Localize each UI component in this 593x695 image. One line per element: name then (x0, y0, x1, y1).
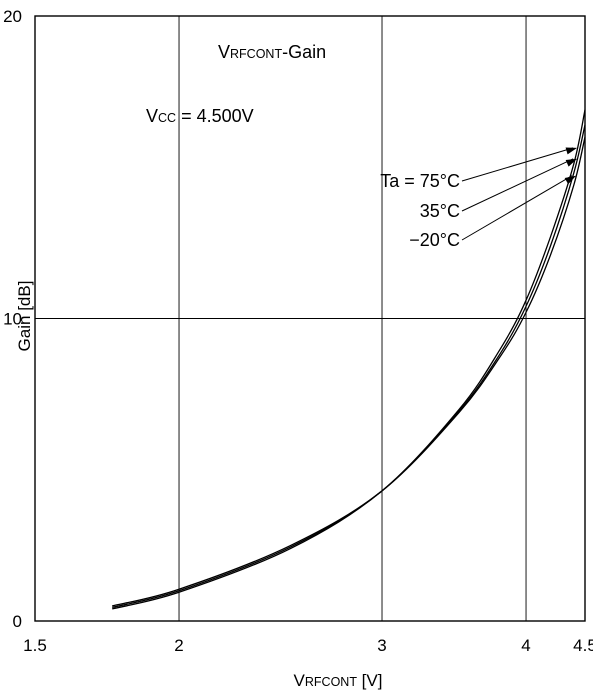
annotation-arrow-line (461, 175, 573, 241)
y-tick-label: 0 (13, 612, 22, 631)
annotation-arrow-line (461, 158, 574, 212)
series-line-1 (112, 124, 586, 609)
annotation-arrowhead (565, 158, 578, 167)
plot-frame (34, 15, 586, 622)
y-tick-label: 20 (3, 7, 22, 26)
x-axis-label: VRFCONT [V] (294, 671, 383, 690)
curves (112, 109, 586, 610)
annotation-arrows: Ta = 75°C 35°C −20°C (380, 147, 578, 250)
annotation-arrowhead (564, 175, 577, 185)
annotation-arrowhead (565, 147, 578, 155)
series-label-1: 35°C (420, 201, 460, 221)
y-axis-label: Gain [dB] (15, 281, 34, 352)
x-tick-label: 3 (377, 636, 386, 655)
series-line-2 (112, 136, 586, 607)
chart-title: VRFCONT-Gain (218, 42, 326, 62)
x-tick-label: 4.5 (573, 636, 593, 655)
series-line-0 (112, 109, 586, 610)
series-label-2: −20°C (409, 230, 460, 250)
x-tick-label: 2 (174, 636, 183, 655)
tick-labels: 1.5 2 3 4 4.5 0 10 20 (3, 7, 593, 655)
x-tick-label: 4 (521, 636, 530, 655)
series-label-0: Ta = 75°C (380, 171, 460, 191)
x-tick-label: 1.5 (23, 636, 47, 655)
grid (35, 16, 585, 621)
y-tick-label: 10 (3, 310, 22, 329)
annotation-arrow-line (461, 147, 574, 182)
condition-label: VCC = 4.500V (146, 106, 254, 126)
